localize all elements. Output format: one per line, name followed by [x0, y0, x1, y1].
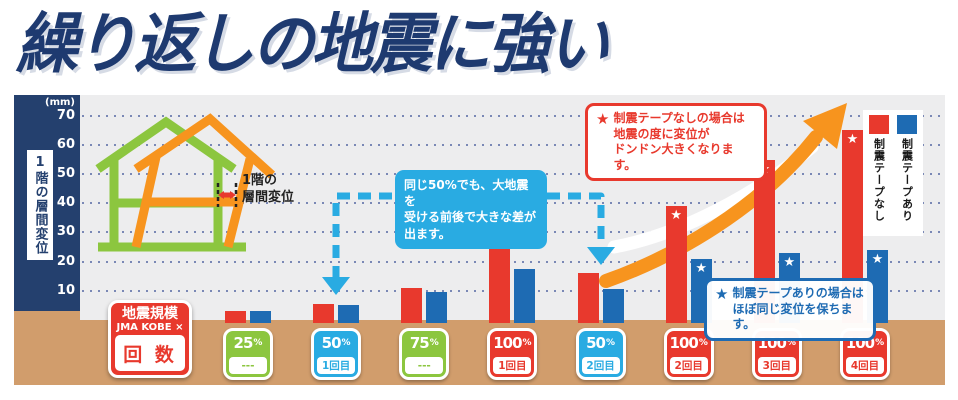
- badge-scale-label: 50%: [321, 333, 351, 352]
- gridline: [82, 114, 943, 117]
- category-badge: 75% ---: [399, 328, 450, 380]
- y-tick-label: 70: [56, 107, 75, 123]
- no-tape-callout: ★ 制震テープなしの場合は 地震の度に変位が ドンドン大きくなります。: [585, 103, 767, 182]
- blue-swatch-icon: [897, 115, 917, 134]
- badge-scale-label: 75%: [409, 333, 439, 352]
- badge-count-label: 2回目: [669, 357, 708, 374]
- badge-scale-label: 50%: [586, 333, 615, 352]
- badge-count-label: 1回目: [317, 357, 356, 374]
- bar-with-tape: [602, 289, 624, 323]
- with-tape-callout: ★ 制震テープありの場合は ほぼ同じ変位を保ちます。: [704, 278, 876, 341]
- badge-count-label: ---: [229, 357, 267, 374]
- y-tick-label: 50: [56, 166, 75, 182]
- legend-item-without-tape: 制震テープなし: [869, 115, 889, 236]
- bar-with-tape: [250, 311, 271, 323]
- bar-without-tape: [577, 273, 599, 323]
- gridline: [82, 260, 943, 263]
- badge-count-label: 4回目: [845, 357, 884, 374]
- badge-scale-label: 100%: [493, 333, 532, 352]
- y-axis-label: 1階の層間変位: [27, 150, 53, 260]
- y-tick-label: 30: [56, 224, 75, 240]
- page-title: 繰り返しの地震に強い: [16, 4, 609, 83]
- category-badge: 50% 2回目: [575, 328, 626, 380]
- gridline: [82, 143, 943, 146]
- gridline: [82, 289, 943, 292]
- red-swatch-icon: [869, 115, 889, 134]
- legend: 制震テープなし 制震テープあり: [863, 110, 923, 236]
- y-tick-label: 40: [56, 195, 75, 211]
- bar-without-tape: [401, 287, 423, 323]
- bar-without-tape: ★: [841, 130, 863, 323]
- badge-scale-label: 25%: [233, 333, 263, 352]
- bar-with-tape: [338, 305, 360, 323]
- badge-count-label: 3回目: [757, 357, 796, 374]
- star-icon: ★: [715, 285, 729, 303]
- badge-count-label: ---: [405, 357, 444, 374]
- y-tick-label: 60: [56, 136, 75, 152]
- badge-count-label: 2回目: [581, 357, 620, 374]
- badge-scale-label: 100%: [669, 333, 708, 352]
- legend-item-with-tape: 制震テープあり: [897, 115, 917, 236]
- category-badge: 50% 1回目: [311, 328, 362, 380]
- badge-count-label: 1回目: [493, 357, 532, 374]
- star-icon: ★: [596, 110, 610, 128]
- y-axis-unit: (mm): [45, 97, 75, 108]
- bar-without-tape: [225, 311, 246, 323]
- earthquake-scale-badge: 地震規模 JMA KOBE × 回 数: [108, 300, 192, 378]
- y-tick-label: 20: [56, 253, 75, 269]
- category-badge: 25% ---: [223, 328, 273, 380]
- category-badge: 100% 1回目: [487, 328, 538, 380]
- bar-without-tape: ★: [665, 206, 687, 323]
- bar-with-tape: [514, 268, 536, 323]
- bar-chart: ★★★★★★ 25%---50%1回目75%---100%1回目50%2回目10…: [14, 95, 945, 385]
- bar-without-tape: [313, 303, 335, 323]
- same-50-percent-bubble: 同じ50%でも、大地震を 受ける前後で大きな差が 出ます。: [395, 170, 547, 249]
- star-icon: ★: [871, 251, 884, 267]
- star-icon: ★: [783, 254, 796, 270]
- star-icon: ★: [846, 132, 859, 148]
- house-displacement-label: 1階の 層間変位: [242, 173, 295, 205]
- star-icon: ★: [695, 260, 708, 276]
- star-icon: ★: [670, 208, 683, 224]
- bar-with-tape: [426, 292, 448, 323]
- y-tick-label: 10: [56, 282, 75, 298]
